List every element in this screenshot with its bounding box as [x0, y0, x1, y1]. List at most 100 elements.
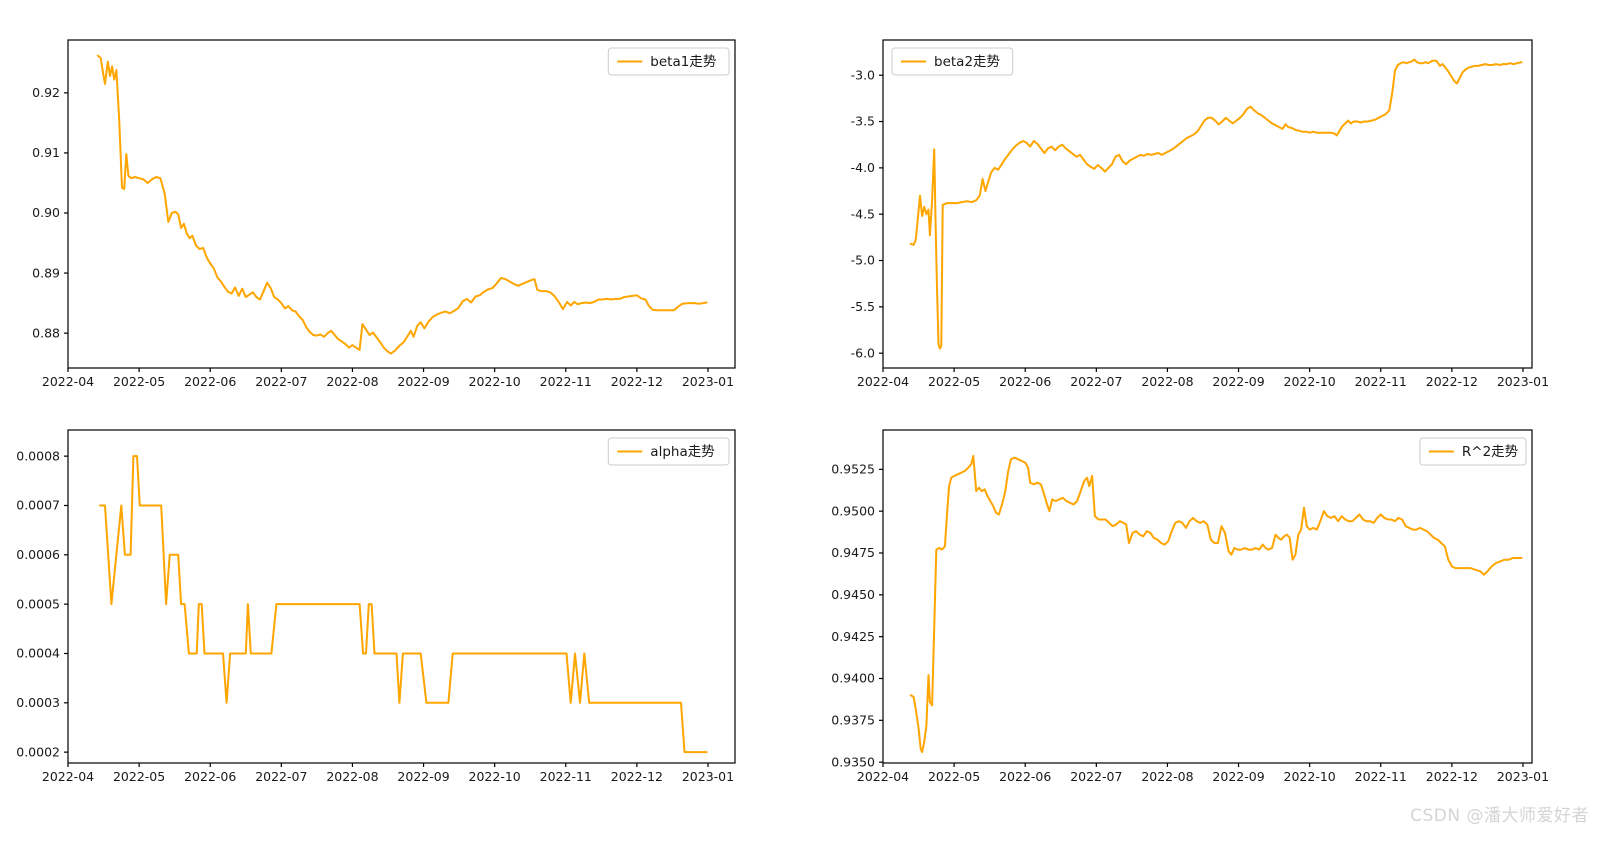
x-tick-label: 2022-12: [1426, 374, 1478, 389]
x-tick-label: 2022-11: [1355, 374, 1407, 389]
legend-box: [607, 437, 730, 466]
y-tick-label: 0.89: [32, 265, 60, 280]
alpha-line: [99, 455, 708, 754]
y-tick-label: 0.9350: [831, 754, 875, 769]
y-tick-label: 0.0007: [16, 498, 60, 513]
y-axis: -6.0 -5.5 -5.0 -4.5 -4.0 -3.5 -3.0: [851, 67, 883, 360]
y-tick-label: 0.0006: [16, 547, 60, 562]
legend-label: R^2走势: [1462, 444, 1518, 460]
x-tick-label: 2022-08: [1141, 769, 1193, 784]
y-tick-label: 0.9525: [831, 462, 875, 477]
x-tick-label: 2022-04: [857, 769, 909, 784]
r2-line: [909, 454, 1523, 754]
y-tick-label: 0.90: [32, 205, 60, 220]
legend-box: [891, 47, 1014, 76]
x-tick-label: 2022-11: [540, 374, 592, 389]
y-tick-label: -3.5: [851, 114, 875, 129]
y-tick-label: 0.9500: [831, 503, 875, 518]
y-tick-label: -5.0: [851, 253, 875, 268]
x-tick-label: 2022-05: [928, 769, 980, 784]
legend-label: alpha走势: [650, 444, 714, 460]
x-tick-label: 2022-07: [1070, 769, 1122, 784]
beta2-line: [909, 58, 1523, 350]
x-axis: 2022-04 2022-05 2022-06 2022-07 2022-08 2022-…: [857, 368, 1549, 389]
y-tick-label: -5.5: [851, 299, 875, 314]
y-tick-label: 0.0008: [16, 448, 60, 463]
legend-beta1: beta1走势: [607, 47, 730, 76]
plot-alpha: 0.0002 0.0003 0.0004 0.0005 0.0006 0.0007 0.00…: [16, 429, 736, 784]
x-tick-label: 2023-01: [682, 374, 734, 389]
legend-alpha: alpha走势: [607, 437, 730, 466]
y-tick-label: 0.0002: [16, 744, 60, 759]
x-tick-label: 2022-04: [42, 374, 94, 389]
chart-beta1: 0.88 0.89 0.90 0.91 0.92 2022-04 2022-05 2022-0…: [0, 0, 798, 410]
axes-spines: [67, 39, 736, 369]
chart-r2: 0.9350 0.9375 0.9400 0.9425 0.9450 0.9475 0.95…: [798, 410, 1597, 841]
y-tick-label: 0.0004: [16, 646, 60, 661]
watermark-text: CSDN @潘大师爱好者: [1410, 806, 1589, 826]
x-tick-label: 2022-05: [928, 374, 980, 389]
y-tick-label: 0.9375: [831, 713, 875, 728]
y-tick-label: -4.0: [851, 160, 875, 175]
axes-spines: [882, 429, 1533, 764]
x-tick-label: 2022-11: [1355, 769, 1407, 784]
legend-beta2: beta2走势: [891, 47, 1014, 76]
y-tick-label: 0.9475: [831, 545, 875, 560]
chart-alpha: 0.0002 0.0003 0.0004 0.0005 0.0006 0.0007 0.00…: [0, 410, 798, 841]
y-tick-label: -3.0: [851, 67, 875, 82]
legend-label: beta2走势: [934, 54, 1000, 70]
y-tick-label: -4.5: [851, 206, 875, 221]
y-axis: 0.9350 0.9375 0.9400 0.9425 0.9450 0.9475 0.95…: [831, 462, 883, 769]
x-tick-label: 2022-10: [1284, 769, 1336, 784]
x-tick-label: 2022-05: [113, 769, 165, 784]
plot-r2: 0.9350 0.9375 0.9400 0.9425 0.9450 0.9475 0.95…: [831, 429, 1549, 784]
x-tick-label: 2022-06: [999, 374, 1051, 389]
x-tick-label: 2022-08: [326, 769, 378, 784]
y-tick-label: 0.9400: [831, 671, 875, 686]
x-tick-label: 2022-10: [1284, 374, 1336, 389]
legend-box: [1419, 437, 1527, 466]
y-tick-label: -6.0: [851, 345, 875, 360]
x-tick-label: 2022-06: [184, 374, 236, 389]
beta1-line: [96, 54, 708, 355]
y-tick-label: 0.91: [32, 145, 60, 160]
x-tick-label: 2022-05: [113, 374, 165, 389]
x-tick-label: 2022-09: [397, 374, 449, 389]
y-tick-label: 0.9425: [831, 629, 875, 644]
x-tick-label: 2022-12: [611, 769, 663, 784]
watermark: CSDN @潘大师爱好者: [1410, 801, 1589, 826]
x-tick-label: 2022-10: [469, 769, 521, 784]
x-tick-label: 2022-09: [1212, 374, 1264, 389]
x-tick-label: 2022-07: [255, 374, 307, 389]
legend-box: [607, 47, 730, 76]
x-tick-label: 2022-08: [326, 374, 378, 389]
y-axis: 0.0002 0.0003 0.0004 0.0005 0.0006 0.0007 0.00…: [16, 448, 68, 759]
x-tick-label: 2022-09: [1212, 769, 1264, 784]
legend-r2: R^2走势: [1419, 437, 1527, 466]
y-axis: 0.88 0.89 0.90 0.91 0.92: [32, 85, 68, 340]
x-tick-label: 2023-01: [1497, 769, 1549, 784]
x-tick-label: 2023-01: [682, 769, 734, 784]
x-tick-label: 2022-12: [1426, 769, 1478, 784]
x-tick-label: 2022-04: [857, 374, 909, 389]
x-tick-label: 2022-08: [1141, 374, 1193, 389]
x-tick-label: 2022-07: [1070, 374, 1122, 389]
y-tick-label: 0.88: [32, 325, 60, 340]
y-tick-label: 0.9450: [831, 587, 875, 602]
axes-spines: [67, 429, 736, 764]
x-tick-label: 2022-04: [42, 769, 94, 784]
x-tick-label: 2022-07: [255, 769, 307, 784]
x-axis: 2022-04 2022-05 2022-06 2022-07 2022-08 2022-…: [857, 763, 1549, 784]
x-tick-label: 2022-06: [999, 769, 1051, 784]
x-tick-label: 2022-11: [540, 769, 592, 784]
x-tick-label: 2023-01: [1497, 374, 1549, 389]
legend-label: beta1走势: [650, 54, 716, 70]
x-tick-label: 2022-12: [611, 374, 663, 389]
x-tick-label: 2022-10: [469, 374, 521, 389]
x-tick-label: 2022-06: [184, 769, 236, 784]
axes-spines: [882, 39, 1533, 369]
chart-beta2: -6.0 -5.5 -5.0 -4.5 -4.0 -3.5 -3.0 2022-04 2022-…: [798, 0, 1597, 410]
